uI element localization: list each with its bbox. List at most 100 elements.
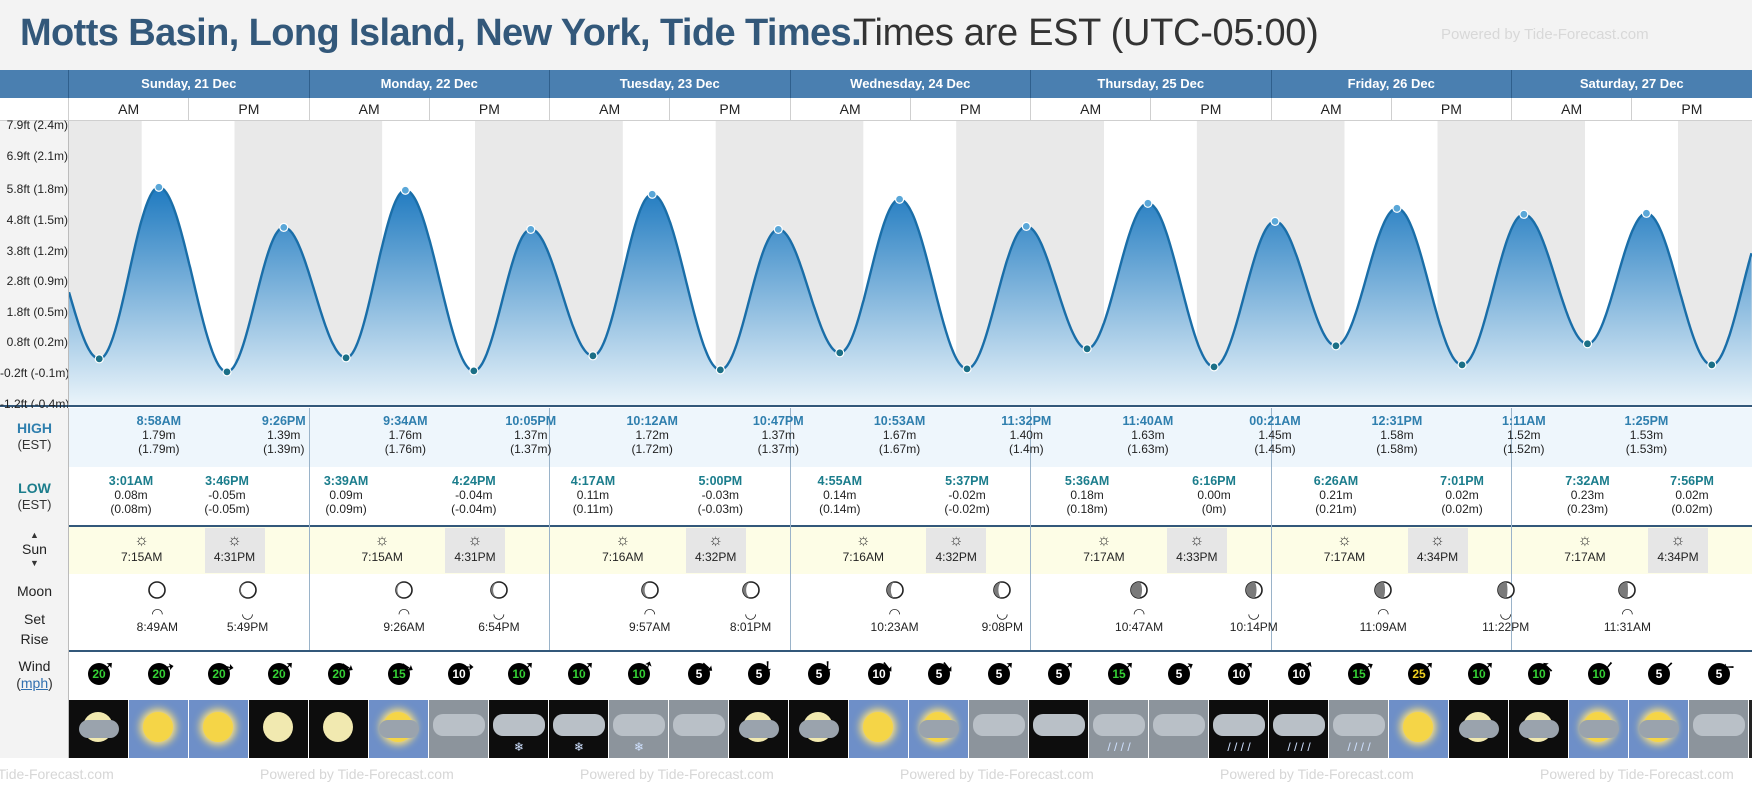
row-divider bbox=[0, 525, 1752, 527]
moon-phase-icon bbox=[993, 581, 1012, 599]
wind-direction-arrow-icon: ➚ bbox=[581, 659, 595, 676]
sun-body bbox=[863, 712, 893, 742]
tide-time: 6:26AM bbox=[1313, 474, 1359, 488]
low-tide-entry: 3:01AM 0.08m (0.08m) bbox=[71, 474, 191, 516]
sunrise-icon: ☼ bbox=[615, 532, 631, 549]
wind-direction-arrow-icon: ➚ bbox=[1241, 659, 1255, 676]
wind-cell: 5 ➚ bbox=[789, 655, 849, 695]
tide-height-paren: (1.37m) bbox=[510, 442, 552, 456]
sunrise-time: 7:16AM bbox=[842, 550, 884, 564]
low-tide-marker bbox=[1457, 360, 1467, 370]
wind-cell: 5 ➚ bbox=[669, 655, 729, 695]
tide-height-paren: (1.53m) bbox=[1625, 442, 1668, 456]
pm-label: PM bbox=[189, 98, 310, 121]
cloud-shape bbox=[1093, 714, 1145, 736]
low-tide-entry: 4:24PM -0.04m (-0.04m) bbox=[414, 474, 534, 516]
powered-by-watermark: Powered by Tide-Forecast.com bbox=[1441, 26, 1649, 43]
sunrise-icon: ☼ bbox=[1096, 532, 1112, 549]
tide-time: 10:53AM bbox=[873, 414, 926, 428]
y-tick-label: 4.8ft (1.5m) bbox=[6, 213, 68, 228]
moon-shadow bbox=[641, 582, 650, 598]
rain-drops: / / / / bbox=[1227, 740, 1251, 754]
day-header: Tuesday, 23 Dec bbox=[550, 70, 791, 98]
weather-sunny-icon bbox=[1389, 700, 1449, 758]
high-tide-entry: 12:31PM 1.58m (1.58m) bbox=[1337, 414, 1457, 456]
high-tide-marker bbox=[1143, 198, 1153, 208]
tide-height-paren: (1.4m) bbox=[1008, 442, 1044, 456]
high-tide-entry: 9:34AM 1.76m (1.76m) bbox=[345, 414, 465, 456]
am-label: AM bbox=[550, 98, 671, 121]
cloud-shape bbox=[1333, 714, 1385, 736]
moon-time: 8:49AM bbox=[136, 620, 179, 634]
sunrise-icon: ☼ bbox=[855, 532, 871, 549]
moon-time: 10:14PM bbox=[1229, 620, 1278, 634]
wind-cell: 10 ➚ bbox=[1449, 655, 1509, 695]
tide-height-paren: (1.79m) bbox=[138, 442, 180, 456]
tide-time: 11:40AM bbox=[1122, 414, 1174, 428]
weather-night-clear-icon bbox=[249, 700, 309, 758]
high-tide-marker bbox=[526, 224, 536, 234]
low-tide-marker bbox=[222, 367, 232, 377]
am-label: AM bbox=[69, 98, 190, 121]
tide-time: 3:46PM bbox=[205, 474, 249, 488]
tide-time: 10:47PM bbox=[752, 414, 804, 428]
moon-phase-icon bbox=[1496, 581, 1515, 599]
sunset-icon: ☼ bbox=[1670, 532, 1686, 549]
moon-rise-cell: ◠ 11:31AM bbox=[1597, 580, 1657, 634]
tide-height-paren: (0.23m) bbox=[1566, 502, 1609, 516]
page-header: Motts Basin, Long Island, New York, Tide… bbox=[0, 0, 1752, 70]
weather-night-overcast-icon bbox=[1029, 700, 1089, 758]
y-tick-label: 5.8ft (1.8m) bbox=[6, 182, 68, 197]
pm-label: PM bbox=[910, 98, 1031, 121]
high-tide-marker bbox=[894, 194, 905, 204]
tide-time: 5:00PM bbox=[698, 474, 743, 488]
moon-shadow bbox=[994, 582, 1003, 598]
am-label: AM bbox=[1512, 98, 1633, 121]
pm-label: PM bbox=[670, 98, 791, 121]
wind-speed-badge: 5 bbox=[1168, 663, 1190, 685]
pm-label: PM bbox=[1632, 98, 1752, 121]
weather-night-partly-cloudy-icon bbox=[729, 700, 789, 758]
sun-toggle-arrow[interactable]: ▲ bbox=[30, 530, 39, 540]
moon-phase-icon bbox=[1130, 581, 1148, 599]
low-tide-entry: 4:55AM 0.14m (0.14m) bbox=[780, 474, 900, 516]
tide-time: 3:39AM bbox=[323, 474, 369, 488]
tide-height: -0.04m bbox=[455, 488, 493, 502]
cloud-shape bbox=[613, 714, 665, 736]
low-tide-marker bbox=[341, 353, 351, 363]
high-tide-marker bbox=[1519, 209, 1529, 219]
weather-partly-cloudy-icon bbox=[1569, 700, 1629, 758]
wind-direction-arrow-icon: ➚ bbox=[1421, 659, 1435, 676]
moon-shadow bbox=[1131, 582, 1143, 598]
wind-direction-arrow-icon: ➚ bbox=[1178, 657, 1197, 678]
low-tide-marker bbox=[1331, 341, 1341, 351]
row-divider bbox=[0, 650, 1752, 652]
sun-toggle-arrow[interactable]: ▼ bbox=[30, 558, 39, 568]
sunset-time: 4:31PM bbox=[454, 550, 496, 564]
moonrise-icon: ◠ bbox=[397, 605, 411, 621]
low-tide-marker bbox=[835, 348, 845, 358]
wind-cell: 20 ➚ bbox=[249, 655, 309, 695]
wind-unit-label[interactable]: mph bbox=[20, 675, 49, 691]
moon-set-cell: ◡ 9:08PM bbox=[972, 580, 1032, 634]
high-tide-entry: 10:12AM 1.72m (1.72m) bbox=[592, 414, 712, 456]
tide-time: 10:05PM bbox=[505, 414, 557, 428]
moon-set-cell: ◡ 10:14PM bbox=[1224, 580, 1284, 634]
powered-by-repeat: Powered by Tide-Forecast.com bbox=[0, 766, 114, 782]
rain-drops: / / / / bbox=[1107, 740, 1131, 754]
wind-speed-badge: 20 bbox=[328, 663, 350, 685]
weather-night-clear-icon bbox=[309, 700, 369, 758]
tide-height: 1.63m bbox=[1131, 428, 1165, 442]
high-tide-marker bbox=[400, 185, 410, 195]
am-label: AM bbox=[790, 98, 911, 121]
wind-cell: 10 ➚ bbox=[1209, 655, 1269, 695]
moon-phase-icon bbox=[395, 581, 413, 599]
wind-unit-link[interactable]: (mph) bbox=[16, 675, 53, 691]
wind-direction-arrow-icon: ➚ bbox=[1661, 658, 1675, 675]
cloud-shape bbox=[1033, 714, 1085, 736]
wind-speed-badge: 15 bbox=[388, 663, 410, 685]
high-tide-entry: 8:58AM 1.79m (1.79m) bbox=[99, 414, 219, 456]
sunrise-cell: ☼ 7:17AM bbox=[1314, 528, 1374, 573]
low-tide-marker bbox=[588, 351, 598, 361]
